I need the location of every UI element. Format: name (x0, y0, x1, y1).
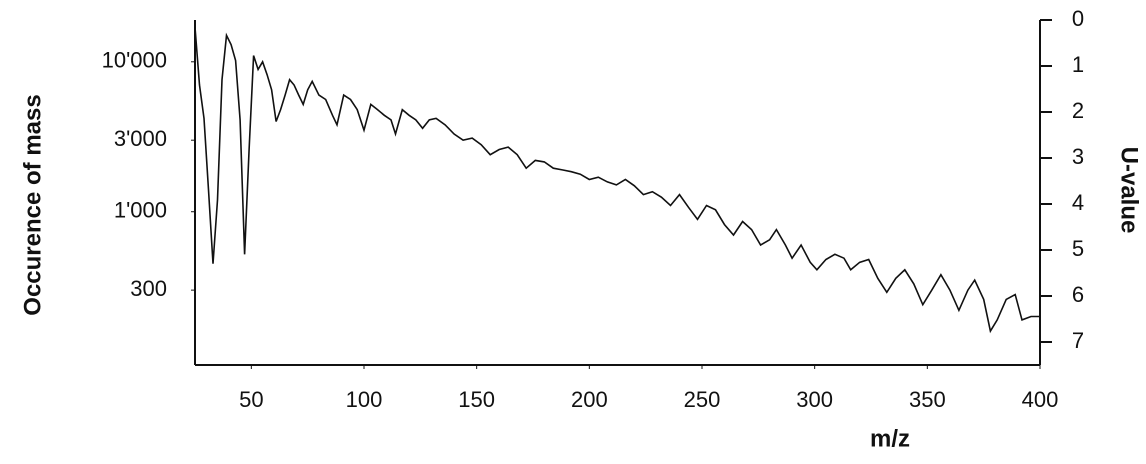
y2-tick-label: 7 (1072, 328, 1084, 353)
x-tick-label: 50 (239, 387, 263, 412)
y-tick-label: 1'000 (114, 198, 167, 223)
y-tick-label: 300 (130, 276, 167, 301)
x-tick-label: 350 (909, 387, 946, 412)
y2-tick-label: 3 (1072, 144, 1084, 169)
y2-tick-label: 0 (1072, 6, 1084, 31)
y2-tick-label: 1 (1072, 52, 1084, 77)
x-axis-label: m/z (870, 425, 910, 452)
y-tick-label: 3'000 (114, 126, 167, 151)
y2-tick-label: 5 (1072, 236, 1084, 261)
x-tick-label: 400 (1022, 387, 1059, 412)
y2-tick-label: 4 (1072, 190, 1084, 215)
y2-axis-label: U-value (1116, 147, 1143, 234)
x-tick-label: 300 (796, 387, 833, 412)
x-tick-label: 250 (684, 387, 721, 412)
y2-tick-label: 6 (1072, 282, 1084, 307)
y-tick-label: 10'000 (102, 48, 167, 73)
data-line (194, 27, 1040, 334)
x-tick-label: 100 (346, 387, 383, 412)
x-tick-label: 200 (571, 387, 608, 412)
y-axis-label: Occurence of mass (19, 94, 46, 315)
x-tick-label: 150 (458, 387, 495, 412)
y2-tick-label: 2 (1072, 98, 1084, 123)
